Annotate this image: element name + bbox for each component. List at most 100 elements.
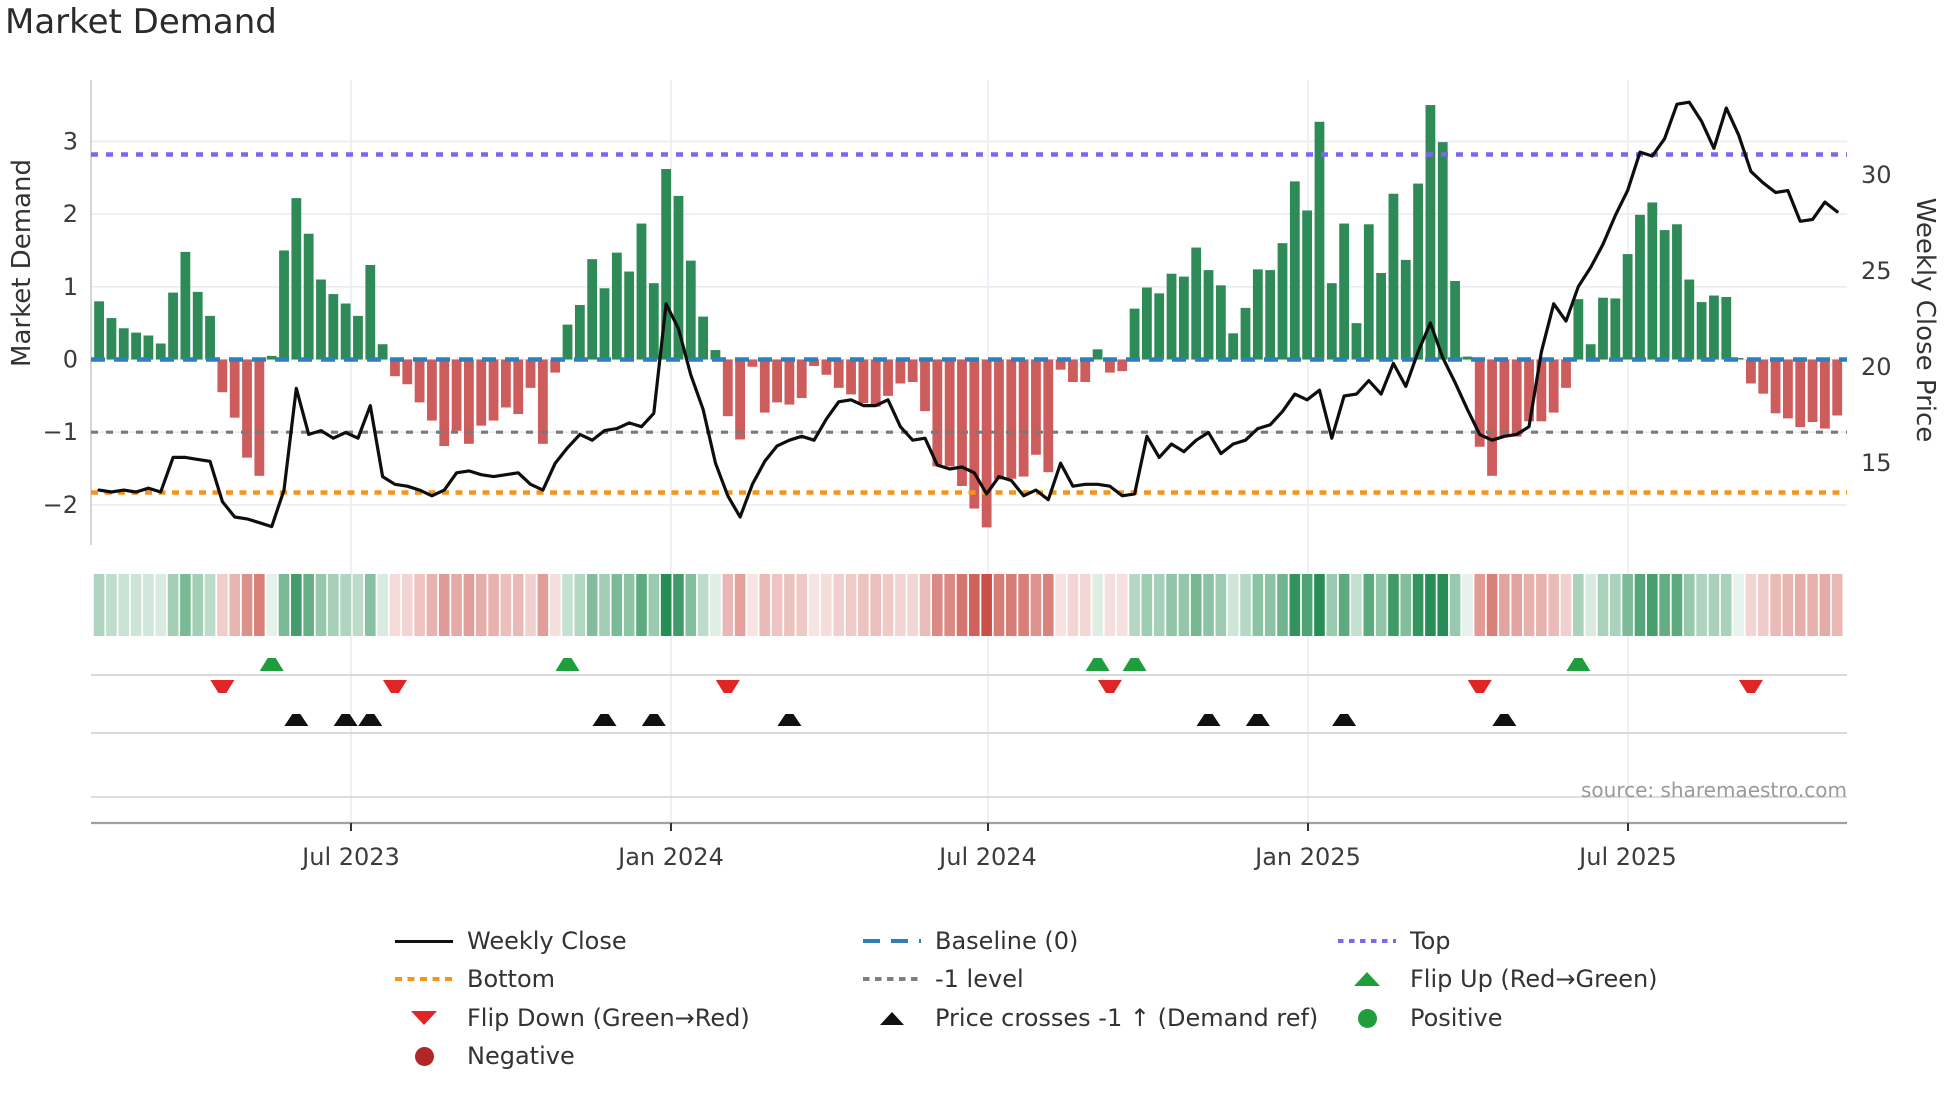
heatmap-cell xyxy=(660,574,672,636)
demand-bar-negative xyxy=(1018,359,1029,477)
heatmap-cell xyxy=(734,574,746,636)
demand-bar-positive xyxy=(587,259,598,360)
demand-bar-negative xyxy=(907,359,918,383)
demand-bar-negative xyxy=(809,359,819,367)
heatmap-cell xyxy=(1042,574,1054,636)
demand-bar-positive xyxy=(1585,344,1596,360)
demand-bar-positive xyxy=(1215,285,1226,360)
heatmap-cell xyxy=(796,574,808,636)
heatmap-cell xyxy=(586,574,598,636)
heatmap-cell xyxy=(377,574,388,636)
heatmap-cell xyxy=(1067,574,1079,636)
heatmap-cell xyxy=(1831,574,1843,636)
demand-bar-positive xyxy=(1265,270,1276,360)
heatmap-cell xyxy=(401,574,413,636)
flip-up-marker xyxy=(259,658,284,671)
x-tick-label: Jan 2025 xyxy=(1253,843,1361,871)
demand-bar-negative xyxy=(1561,359,1571,388)
right-tick-label: 30 xyxy=(1861,161,1892,189)
heatmap-cell xyxy=(1055,574,1066,636)
heatmap-cell xyxy=(722,574,734,636)
heatmap-cell xyxy=(364,574,376,636)
demand-bar-positive xyxy=(1252,269,1263,360)
demand-bar-positive xyxy=(1240,307,1251,360)
demand-bar-positive xyxy=(1339,223,1350,360)
heatmap-cell xyxy=(1277,574,1288,636)
demand-bar-positive xyxy=(353,315,363,360)
heatmap-cell xyxy=(1745,574,1757,636)
left-tick-label: 1 xyxy=(63,273,78,301)
heatmap-cell xyxy=(1634,574,1646,636)
heatmap-cell xyxy=(1375,574,1387,636)
heatmap-cell xyxy=(1289,574,1301,636)
demand-bar-positive xyxy=(1462,356,1473,360)
demand-bar-positive xyxy=(1191,247,1202,360)
demand-bar-positive xyxy=(1314,121,1325,360)
demand-bar-negative xyxy=(439,359,450,447)
heatmap-cell xyxy=(1536,574,1547,636)
demand-bar-positive xyxy=(1351,323,1362,360)
heatmap-cell xyxy=(451,574,462,636)
heatmap-cell xyxy=(1412,574,1424,636)
heatmap-cell xyxy=(685,574,697,636)
heatmap-cell xyxy=(1314,574,1325,636)
heatmap-cell xyxy=(1733,574,1744,636)
demand-bar-negative xyxy=(735,359,746,440)
demand-bar-negative xyxy=(1832,359,1843,416)
demand-bar-positive xyxy=(94,301,104,360)
heatmap-cell xyxy=(1178,574,1190,636)
demand-bar-negative xyxy=(414,359,425,403)
demand-bar-positive xyxy=(1166,273,1177,360)
demand-bar-positive xyxy=(1672,224,1682,360)
heatmap-cell xyxy=(414,574,425,636)
right-tick-label: 25 xyxy=(1861,257,1892,285)
heatmap-cell xyxy=(1240,574,1251,636)
demand-bar-positive xyxy=(1178,276,1189,360)
demand-bar-negative xyxy=(513,359,524,415)
price-cross-marker xyxy=(641,714,666,726)
demand-bar-positive xyxy=(155,343,166,360)
demand-bar-positive xyxy=(1733,358,1744,360)
heatmap-cell xyxy=(1573,574,1584,636)
heatmap-cell xyxy=(882,574,894,636)
heatmap-cell xyxy=(747,574,758,636)
heatmap-cell xyxy=(130,574,142,636)
price-cross-marker xyxy=(1332,714,1357,726)
heatmap-cell xyxy=(291,574,302,636)
heatmap-cell xyxy=(944,574,955,636)
heatmap-cell xyxy=(1647,574,1658,636)
heatmap-cell xyxy=(870,574,882,636)
demand-bar-negative xyxy=(451,359,462,431)
heatmap-cell xyxy=(1585,574,1596,636)
demand-bar-negative xyxy=(525,359,536,388)
demand-bar-positive xyxy=(673,195,684,360)
weekly-close-price-line xyxy=(97,100,1839,529)
demand-bar-negative xyxy=(1117,359,1128,372)
demand-bar-negative xyxy=(1770,359,1781,414)
demand-bar-positive xyxy=(118,328,129,360)
heatmap-cell xyxy=(1425,574,1436,636)
heatmap-cell xyxy=(512,574,524,636)
demand-bar-negative xyxy=(464,359,474,444)
demand-bar-positive xyxy=(636,223,647,360)
demand-bar-negative xyxy=(229,359,240,418)
heatmap-cell xyxy=(488,574,499,636)
heatmap-cell xyxy=(858,574,869,636)
heatmap-cell xyxy=(1622,574,1633,636)
demand-bar-positive xyxy=(1277,243,1288,360)
demand-bar-positive xyxy=(1598,297,1608,360)
demand-bar-negative xyxy=(242,359,252,458)
demand-bar-negative xyxy=(1105,359,1115,373)
demand-bar-negative xyxy=(895,359,906,384)
heatmap-cell xyxy=(771,574,783,636)
chart-title: Market Demand xyxy=(5,2,277,42)
heatmap-cell xyxy=(229,574,240,636)
left-tick-label: 3 xyxy=(63,127,78,155)
heatmap-cell xyxy=(389,574,401,636)
demand-bar-positive xyxy=(685,260,696,360)
demand-bar-positive xyxy=(611,252,622,360)
heatmap-cell xyxy=(1388,574,1399,636)
demand-bar-positive xyxy=(143,335,154,360)
heatmap-cell xyxy=(636,574,647,636)
